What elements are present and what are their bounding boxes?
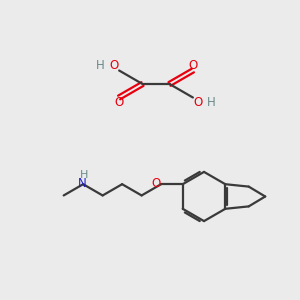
Text: O: O (194, 95, 203, 109)
Text: O: O (115, 96, 124, 110)
Text: H: H (80, 169, 88, 180)
Text: N: N (78, 177, 87, 190)
Text: H: H (96, 59, 105, 73)
Text: O: O (151, 177, 160, 190)
Text: O: O (109, 59, 118, 73)
Text: H: H (206, 95, 215, 109)
Text: O: O (188, 58, 197, 72)
